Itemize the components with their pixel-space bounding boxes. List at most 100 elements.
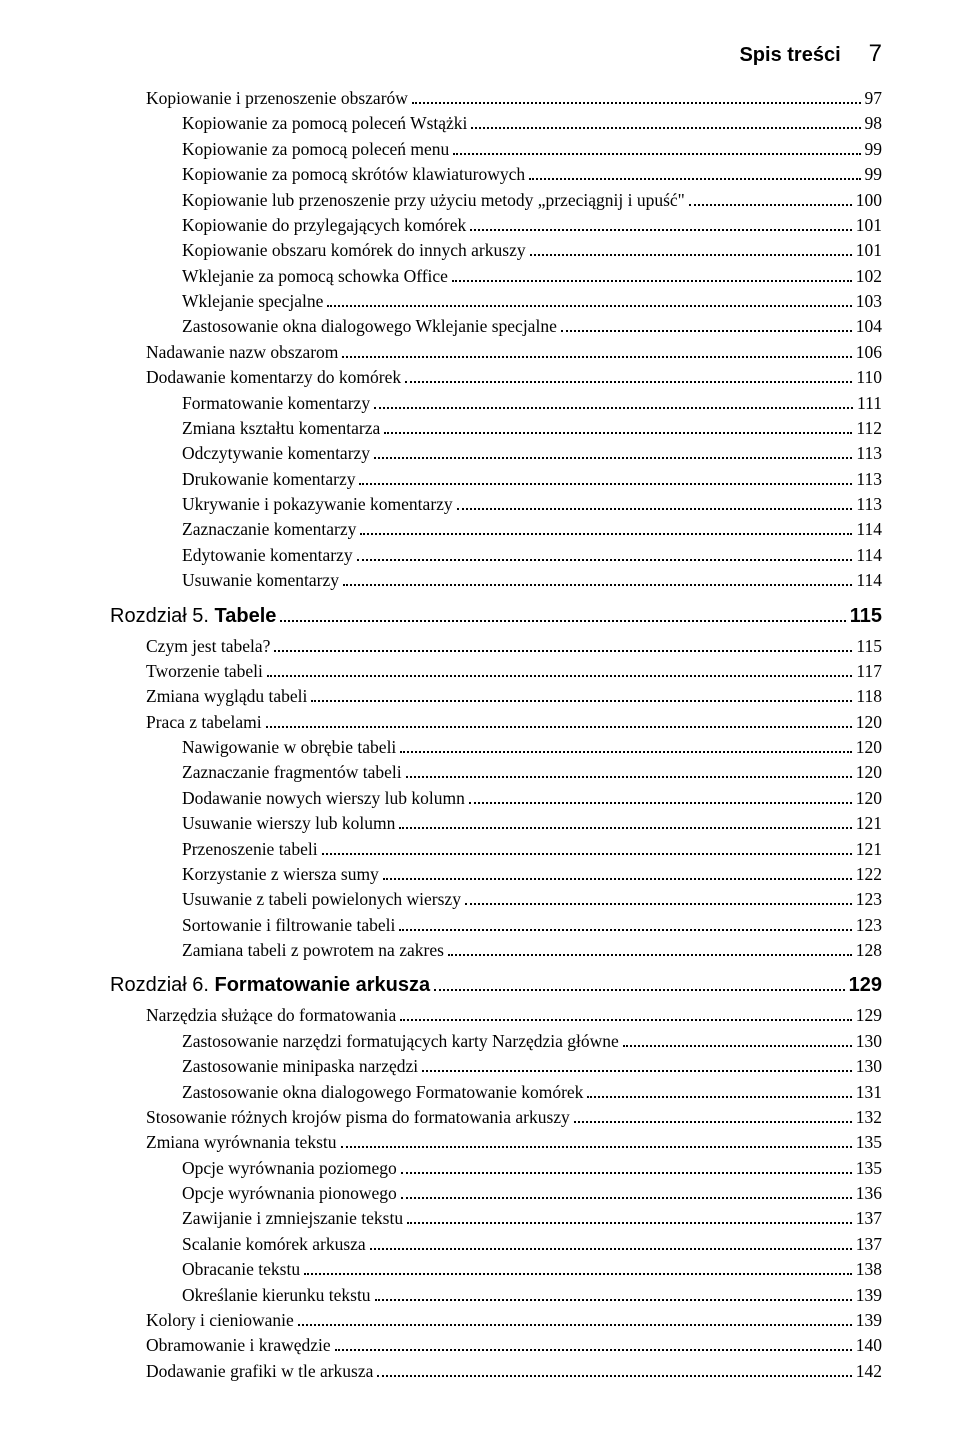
toc-chapter: Rozdział 5. Tabele 115 bbox=[110, 602, 882, 631]
toc-entry: Praca z tabelami 120 bbox=[110, 710, 882, 735]
toc-leader-dots bbox=[343, 575, 852, 586]
toc-page-number: 99 bbox=[865, 137, 883, 162]
toc-entry: Wklejanie specjalne 103 bbox=[110, 289, 882, 314]
toc-leader-dots bbox=[623, 1035, 852, 1046]
toc-entry: Drukowanie komentarzy 113 bbox=[110, 467, 882, 492]
toc-page-number: 120 bbox=[856, 760, 882, 785]
toc-leader-dots bbox=[377, 1365, 851, 1376]
toc-entry: Zastosowanie okna dialogowego Formatowan… bbox=[110, 1080, 882, 1105]
toc-chapter-title: Formatowanie arkusza bbox=[215, 974, 431, 996]
toc-leader-dots bbox=[452, 270, 852, 281]
toc-page-number: 121 bbox=[856, 837, 882, 862]
toc-entry-label: Ukrywanie i pokazywanie komentarzy bbox=[182, 492, 453, 517]
toc-page-number: 122 bbox=[856, 862, 882, 887]
toc-entry: Usuwanie z tabeli powielonych wierszy 12… bbox=[110, 887, 882, 912]
toc-entry-label: Edytowanie komentarzy bbox=[182, 543, 353, 568]
toc-leader-dots bbox=[375, 1289, 852, 1300]
toc-page-number: 139 bbox=[856, 1308, 882, 1333]
toc-chapter-label: Rozdział 6. Formatowanie arkusza bbox=[110, 971, 430, 1000]
toc-leader-dots bbox=[322, 843, 852, 854]
toc-entry: Obramowanie i krawędzie 140 bbox=[110, 1333, 882, 1358]
toc-entry: Kopiowanie za pomocą poleceń menu 99 bbox=[110, 137, 882, 162]
toc-entry: Edytowanie komentarzy 114 bbox=[110, 543, 882, 568]
toc-entry: Kopiowanie lub przenoszenie przy użyciu … bbox=[110, 188, 882, 213]
toc-entry-label: Kopiowanie do przylegających komórek bbox=[182, 213, 466, 238]
toc-entry-label: Kopiowanie za pomocą poleceń menu bbox=[182, 137, 449, 162]
toc-entry-label: Zaznaczanie fragmentów tabeli bbox=[182, 760, 402, 785]
toc-entry: Określanie kierunku tekstu 139 bbox=[110, 1283, 882, 1308]
toc-leader-dots bbox=[335, 1340, 852, 1351]
toc-entry: Dodawanie komentarzy do komórek 110 bbox=[110, 365, 882, 390]
toc-entry: Czym jest tabela? 115 bbox=[110, 634, 882, 659]
toc-leader-dots bbox=[357, 549, 853, 560]
toc-leader-dots bbox=[574, 1112, 852, 1123]
toc-page-number: 104 bbox=[856, 314, 882, 339]
toc-entry-label: Określanie kierunku tekstu bbox=[182, 1283, 371, 1308]
toc-entry-label: Usuwanie wierszy lub kolumn bbox=[182, 811, 395, 836]
toc-page-number: 99 bbox=[865, 162, 883, 187]
toc-page-number: 115 bbox=[850, 602, 882, 631]
toc-entry: Zastosowanie narzędzi formatujących kart… bbox=[110, 1029, 882, 1054]
toc-entry: Nadawanie nazw obszarom 106 bbox=[110, 340, 882, 365]
toc-entry-label: Kopiowanie i przenoszenie obszarów bbox=[146, 86, 408, 111]
toc-entry: Usuwanie komentarzy 114 bbox=[110, 568, 882, 593]
toc-chapter-title: Tabele bbox=[215, 605, 277, 627]
toc-leader-dots bbox=[434, 978, 845, 991]
toc-page-number: 98 bbox=[865, 111, 883, 136]
toc-leader-dots bbox=[470, 220, 851, 231]
toc-page-number: 139 bbox=[856, 1283, 882, 1308]
toc-entry: Kopiowanie i przenoszenie obszarów 97 bbox=[110, 86, 882, 111]
toc-entry-label: Zastosowanie okna dialogowego Formatowan… bbox=[182, 1080, 583, 1105]
toc-leader-dots bbox=[374, 448, 852, 459]
toc-page-number: 137 bbox=[856, 1206, 882, 1231]
toc-entry: Zmiana kształtu komentarza 112 bbox=[110, 416, 882, 441]
toc-leader-dots bbox=[327, 296, 851, 307]
toc-page-number: 129 bbox=[849, 971, 882, 1000]
header-page-number: 7 bbox=[869, 40, 882, 68]
toc-page-number: 120 bbox=[856, 735, 882, 760]
toc-entry-label: Wklejanie specjalne bbox=[182, 289, 323, 314]
toc-page-number: 111 bbox=[857, 391, 882, 416]
toc-page-number: 132 bbox=[856, 1105, 882, 1130]
toc-leader-dots bbox=[383, 869, 852, 880]
toc-entry: Opcje wyrównania pionowego 136 bbox=[110, 1181, 882, 1206]
toc-entry-label: Nadawanie nazw obszarom bbox=[146, 340, 338, 365]
toc-leader-dots bbox=[422, 1061, 852, 1072]
toc-entry: Formatowanie komentarzy 111 bbox=[110, 391, 882, 416]
toc-entry-label: Dodawanie komentarzy do komórek bbox=[146, 365, 401, 390]
toc-entry-label: Korzystanie z wiersza sumy bbox=[182, 862, 379, 887]
toc-leader-dots bbox=[405, 372, 852, 383]
toc-entry: Zmiana wyrównania tekstu 135 bbox=[110, 1130, 882, 1155]
toc-entry: Wklejanie za pomocą schowka Office 102 bbox=[110, 264, 882, 289]
toc-page-number: 123 bbox=[856, 913, 882, 938]
toc-page-number: 135 bbox=[856, 1130, 882, 1155]
toc-leader-dots bbox=[412, 93, 861, 104]
toc-entry: Stosowanie różnych krojów pisma do forma… bbox=[110, 1105, 882, 1130]
toc-leader-dots bbox=[304, 1264, 852, 1275]
toc-leader-dots bbox=[469, 792, 852, 803]
toc-entry-label: Zmiana wyrównania tekstu bbox=[146, 1130, 337, 1155]
toc-entry: Zastosowanie okna dialogowego Wklejanie … bbox=[110, 314, 882, 339]
toc-entry: Dodawanie nowych wierszy lub kolumn 120 bbox=[110, 786, 882, 811]
toc-entry-label: Zastosowanie okna dialogowego Wklejanie … bbox=[182, 314, 557, 339]
toc-page-number: 140 bbox=[856, 1333, 882, 1358]
toc-entry: Korzystanie z wiersza sumy 122 bbox=[110, 862, 882, 887]
toc-entry: Przenoszenie tabeli 121 bbox=[110, 837, 882, 862]
toc-entry: Zastosowanie minipaska narzędzi 130 bbox=[110, 1054, 882, 1079]
toc-leader-dots bbox=[266, 716, 852, 727]
toc-page-number: 138 bbox=[856, 1257, 882, 1282]
header-title: Spis treści bbox=[739, 44, 840, 67]
toc-entry: Zaznaczanie fragmentów tabeli 120 bbox=[110, 760, 882, 785]
toc-entry: Nawigowanie w obrębie tabeli 120 bbox=[110, 735, 882, 760]
toc-chapter: Rozdział 6. Formatowanie arkusza 129 bbox=[110, 971, 882, 1000]
toc-entry: Usuwanie wierszy lub kolumn 121 bbox=[110, 811, 882, 836]
toc-leader-dots bbox=[401, 1162, 852, 1173]
toc-page-number: 128 bbox=[856, 938, 882, 963]
toc-leader-dots bbox=[399, 919, 851, 930]
toc-leader-dots bbox=[267, 666, 853, 677]
toc-entry: Zaznaczanie komentarzy 114 bbox=[110, 517, 882, 542]
toc-leader-dots bbox=[360, 524, 852, 535]
toc-entry: Kopiowanie obszaru komórek do innych ark… bbox=[110, 238, 882, 263]
toc-entry-label: Czym jest tabela? bbox=[146, 634, 270, 659]
toc-page-number: 101 bbox=[856, 238, 882, 263]
